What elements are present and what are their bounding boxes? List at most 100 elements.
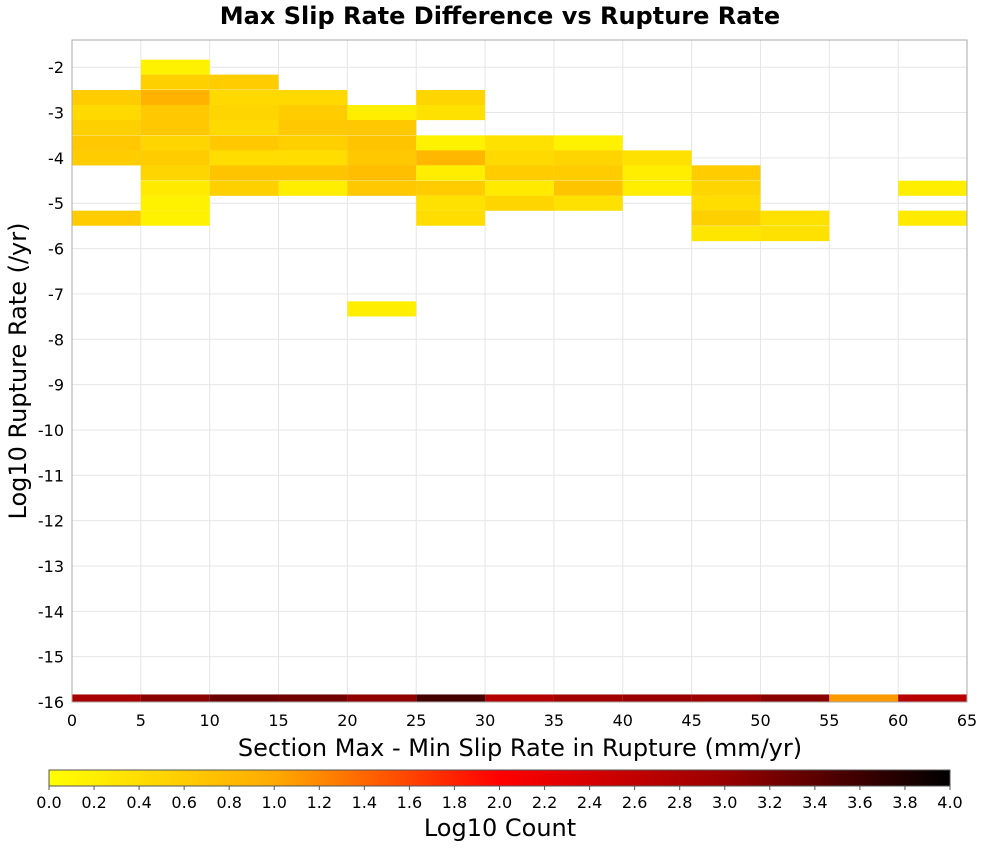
heatmap-cell <box>140 104 210 121</box>
heatmap-cell <box>347 180 417 196</box>
heatmap-cell <box>347 119 417 136</box>
heatmap-cell <box>416 165 486 181</box>
heatmap-cell <box>140 135 210 151</box>
x-tick-label: 40 <box>613 711 633 730</box>
colorbar-tick-label: 1.4 <box>352 793 377 812</box>
heatmap-cell <box>553 165 623 181</box>
heatmap-cell <box>209 74 279 90</box>
heatmap-cell <box>898 210 967 226</box>
heatmap-cell <box>416 180 486 196</box>
heatmap-cell <box>72 694 141 702</box>
heatmap-cell <box>140 119 210 136</box>
heatmap-cell <box>622 150 692 166</box>
heatmap-cell <box>140 694 210 702</box>
heatmap-cell <box>347 135 417 151</box>
heatmap-cell <box>278 150 348 166</box>
heatmap-cell <box>347 104 417 121</box>
heatmap-cell <box>140 90 210 106</box>
heatmap-cell <box>485 195 554 211</box>
heatmap-cell <box>140 59 210 75</box>
y-axis-ticks: -2 -3 -4 -5 -6 -7 -8 -9 -10 -11 -12 -13 -14 -15 -16 <box>38 58 64 712</box>
y-tick-label: -5 <box>48 194 64 213</box>
heatmap-cell <box>416 195 486 211</box>
colorbar-tick-label: 2.8 <box>667 793 692 812</box>
y-tick-label: -16 <box>38 693 64 712</box>
x-tick-label: 10 <box>200 711 220 730</box>
heatmap-cell <box>691 210 761 226</box>
colorbar-tick-label: 0.4 <box>126 793 151 812</box>
colorbar-tick-label: 1.6 <box>397 793 422 812</box>
heatmap-cell <box>278 135 348 151</box>
heatmap-cell <box>416 90 486 106</box>
heatmap-cell <box>485 165 554 181</box>
heatmap-cell <box>691 694 761 702</box>
colorbar-tick-label: 1.0 <box>262 793 287 812</box>
heatmap-cell <box>898 694 967 702</box>
heatmap-cell <box>209 135 279 151</box>
y-axis-label: Log10 Rupture Rate (/yr) <box>4 223 32 520</box>
heatmap-cell <box>416 135 486 151</box>
heatmap-cell <box>72 104 141 121</box>
heatmap-cell <box>209 119 279 136</box>
y-tick-label: -11 <box>38 466 64 485</box>
heatmap-cell <box>278 165 348 181</box>
heatmap-cell <box>278 180 348 196</box>
y-tick-label: -6 <box>48 240 64 259</box>
heatmap-cell <box>691 165 761 181</box>
colorbar-tick-label: 3.8 <box>892 793 917 812</box>
heatmap-cell <box>140 195 210 211</box>
heatmap-cell <box>140 150 210 166</box>
y-tick-label: -2 <box>48 58 64 77</box>
chart-title: Max Slip Rate Difference vs Rupture Rate <box>220 2 780 30</box>
heatmap-cell <box>140 180 210 196</box>
x-tick-label: 0 <box>67 711 77 730</box>
heatmap-cell <box>416 210 486 226</box>
y-tick-label: -9 <box>48 376 64 395</box>
heatmap-cell <box>691 180 761 196</box>
x-axis-label: Section Max - Min Slip Rate in Rupture (… <box>238 734 802 762</box>
colorbar <box>48 769 951 787</box>
heatmap-cell <box>347 301 417 317</box>
heatmap-cell <box>209 694 279 702</box>
x-tick-label: 55 <box>819 711 839 730</box>
heatmap-cell <box>622 165 692 181</box>
x-tick-label: 45 <box>681 711 701 730</box>
heatmap-cell <box>72 135 141 151</box>
colorbar-tick-label: 3.4 <box>802 793 827 812</box>
colorbar-tick-label: 1.2 <box>307 793 332 812</box>
colorbar-tick-label: 0.8 <box>216 793 241 812</box>
heatmap-cell <box>72 119 141 136</box>
heatmap-cell <box>553 195 623 211</box>
heatmap-cell <box>691 195 761 211</box>
y-tick-label: -4 <box>48 149 64 168</box>
heatmap-cell <box>72 210 141 226</box>
heatmap-cell <box>553 180 623 196</box>
x-tick-label: 25 <box>406 711 426 730</box>
colorbar-tick-label: 2.2 <box>532 793 557 812</box>
x-tick-label: 50 <box>750 711 770 730</box>
heatmap-cell <box>760 694 830 702</box>
colorbar-label: Log10 Count <box>424 814 576 842</box>
heatmap-cell <box>209 165 279 181</box>
colorbar-tick-label: 4.0 <box>937 793 962 812</box>
colorbar-tick-label: 2.6 <box>622 793 647 812</box>
y-tick-label: -14 <box>38 602 64 621</box>
x-tick-label: 60 <box>888 711 908 730</box>
heatmap-cell <box>72 150 141 166</box>
heatmap-cell <box>553 150 623 166</box>
heatmap-cell <box>898 180 967 196</box>
plot-border <box>71 39 968 703</box>
heatmap-cell <box>209 150 279 166</box>
heatmap-cell <box>347 150 417 166</box>
colorbar-tick-label: 3.0 <box>712 793 737 812</box>
x-tick-label: 5 <box>136 711 146 730</box>
heatmap-cell <box>760 226 830 242</box>
colorbar-tick-label: 2.4 <box>577 793 602 812</box>
heatmap-cell <box>622 180 692 196</box>
colorbar-ticks: 0.0 0.2 0.4 0.6 0.8 1.0 1.2 1.4 1.6 1.8 2.0 2.2 2.4 2… <box>36 786 963 812</box>
heatmap-cells <box>72 59 967 702</box>
heatmap-cell <box>485 135 554 151</box>
heatmap-cell <box>278 104 348 121</box>
heatmap-cell <box>416 150 486 166</box>
